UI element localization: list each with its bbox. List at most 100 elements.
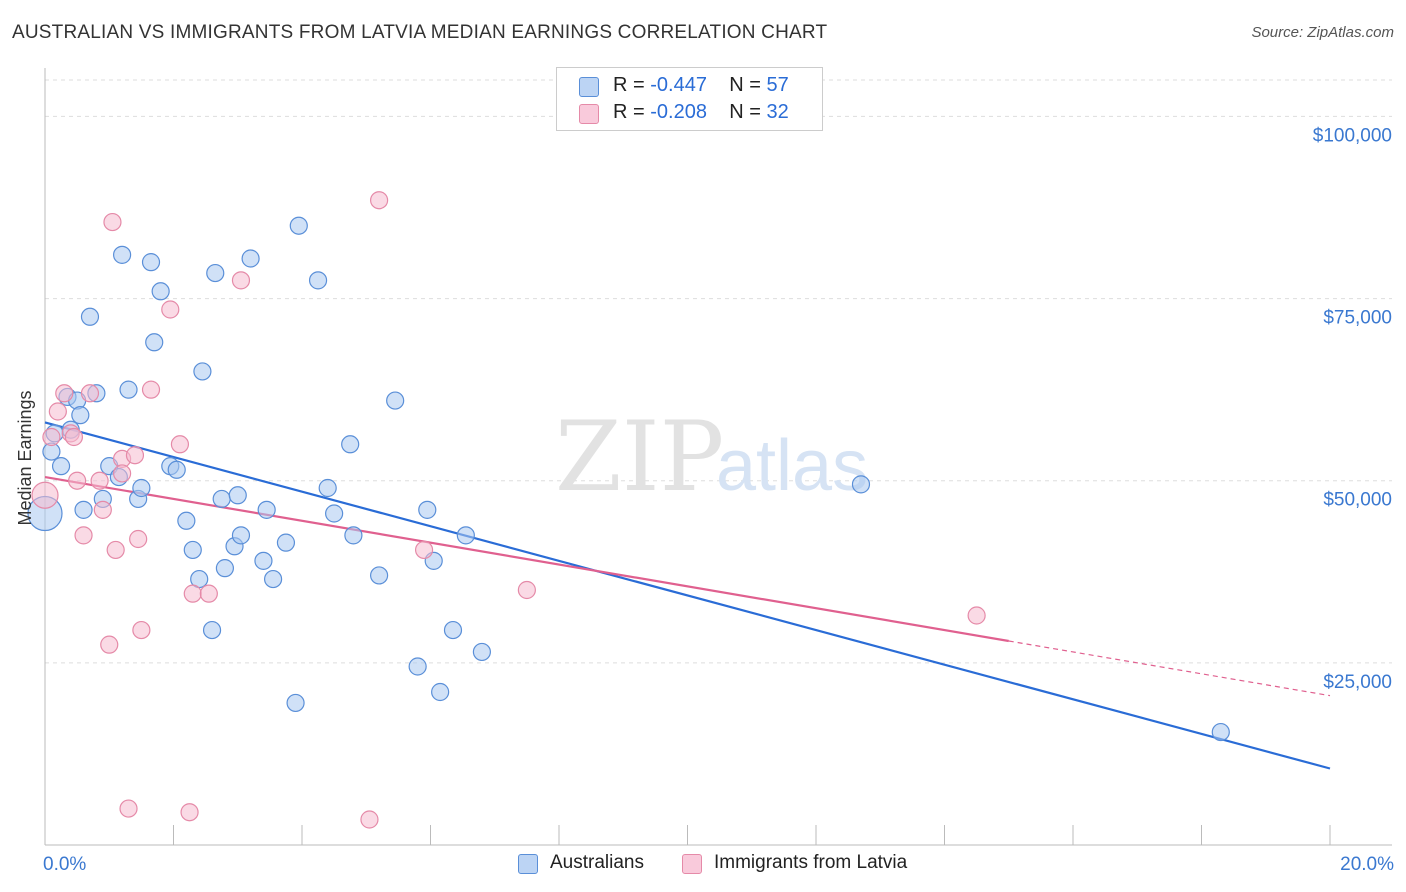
legend-n-value: 32 — [766, 101, 789, 123]
chart-source: Source: ZipAtlas.com — [1251, 24, 1394, 41]
series-swatch-blue — [518, 854, 538, 874]
australians-point — [289, 216, 308, 235]
australians-point — [1211, 722, 1230, 742]
australians-point — [112, 245, 132, 264]
latvia-point — [119, 799, 138, 818]
watermark-atlas: atlas — [716, 426, 868, 506]
latvia-point — [64, 427, 84, 447]
grid-lines — [45, 79, 1392, 664]
australians-point — [74, 500, 93, 519]
latvia-point — [112, 464, 132, 483]
latvia-point — [132, 620, 151, 640]
latvia-point — [370, 191, 389, 210]
australians-point — [193, 362, 212, 381]
y-axis-label: Median Earnings — [15, 390, 35, 525]
latvia-point — [517, 580, 536, 600]
latvia-point — [161, 300, 180, 319]
latvia-point — [125, 446, 145, 465]
australians-point — [51, 457, 71, 476]
australians-point — [263, 569, 283, 589]
australians-point — [286, 693, 305, 713]
australians-point — [228, 486, 247, 505]
legend-swatch-pink — [579, 104, 599, 124]
australians-point — [132, 478, 151, 498]
watermark-zip: ZIP — [555, 401, 724, 513]
australians-point — [151, 282, 170, 301]
latvia-point — [414, 540, 434, 560]
australians-point — [215, 559, 234, 578]
chart-title: AUSTRALIAN VS IMMIGRANTS FROM LATVIA MED… — [12, 22, 828, 43]
latvia-trend-extension — [1008, 640, 1331, 697]
latvia-point — [170, 435, 190, 454]
y-tick-label: $25,000 — [1323, 672, 1392, 693]
latvia-point — [180, 803, 199, 822]
latvia-point — [103, 212, 122, 232]
latvia-point — [106, 540, 125, 560]
australians-point — [167, 460, 186, 479]
australians-point — [231, 526, 251, 545]
series-legend-label: Australians — [550, 852, 644, 873]
y-tick-label: $100,000 — [1313, 125, 1392, 146]
legend-n-label: N = — [729, 74, 761, 96]
correlation-legend: R = -0.447 N = 57 R = -0.208 N = 32 — [556, 67, 823, 131]
australians-point — [443, 620, 463, 640]
y-tick-label: $75,000 — [1323, 308, 1392, 329]
australians-point — [276, 533, 296, 552]
latvia-point — [42, 427, 61, 447]
latvia-point — [100, 635, 119, 654]
australians-point — [418, 500, 437, 519]
latvia-point — [55, 384, 74, 403]
australians-point — [202, 620, 222, 640]
watermark: ZIP atlas — [555, 401, 868, 513]
australians-point — [456, 526, 475, 545]
australians-point — [212, 489, 231, 509]
tick-labels: $25,000 $50,000 $75,000 $100,000 0.0% 20.0% — [43, 125, 1394, 875]
latvia-point — [80, 384, 100, 403]
australians-point — [408, 657, 427, 676]
australians-point — [241, 249, 260, 268]
australians-point — [206, 263, 225, 283]
australians-point — [308, 271, 328, 290]
latvia-point — [199, 584, 218, 603]
legend-n-label: N = — [729, 101, 761, 123]
australians-trend-line — [44, 421, 1331, 770]
australians-point — [386, 391, 405, 410]
australians-point — [325, 504, 344, 523]
latvia-point — [93, 500, 112, 519]
australians-point — [254, 551, 273, 570]
australians-point — [344, 526, 363, 545]
legend-r-value: -0.447 — [650, 74, 707, 96]
australians-point — [183, 540, 202, 560]
australians-point — [145, 333, 164, 352]
legend-r-value: -0.208 — [650, 101, 707, 123]
series-legend-label: Immigrants from Latvia — [714, 852, 908, 873]
latvia-point — [141, 380, 161, 399]
data-points — [27, 191, 1230, 829]
series-swatch-pink — [682, 854, 702, 874]
x-tick-label: 0.0% — [43, 854, 86, 875]
australians-point — [141, 253, 161, 272]
australians-point — [80, 307, 100, 326]
latvia-point — [48, 402, 67, 421]
australians-point — [177, 511, 196, 530]
australians-point — [431, 682, 450, 702]
australians-point — [851, 475, 871, 494]
australians-point — [370, 566, 389, 585]
legend-r-label: R = — [613, 74, 645, 96]
x-tick-label: 20.0% — [1340, 854, 1394, 875]
latvia-trend-line — [44, 475, 1009, 643]
legend-swatch-blue — [579, 77, 599, 97]
latvia-point — [183, 584, 202, 603]
latvia-point — [129, 529, 148, 549]
legend-r-label: R = — [613, 101, 645, 123]
australians-point — [341, 435, 360, 454]
australians-point — [318, 478, 337, 498]
latvia-point — [90, 471, 109, 490]
y-tick-label: $50,000 — [1323, 490, 1392, 511]
latvia-point — [31, 481, 59, 509]
latvia-point — [231, 271, 251, 290]
trend-lines — [44, 421, 1331, 770]
australians-point — [257, 500, 276, 519]
australians-point — [71, 406, 90, 425]
